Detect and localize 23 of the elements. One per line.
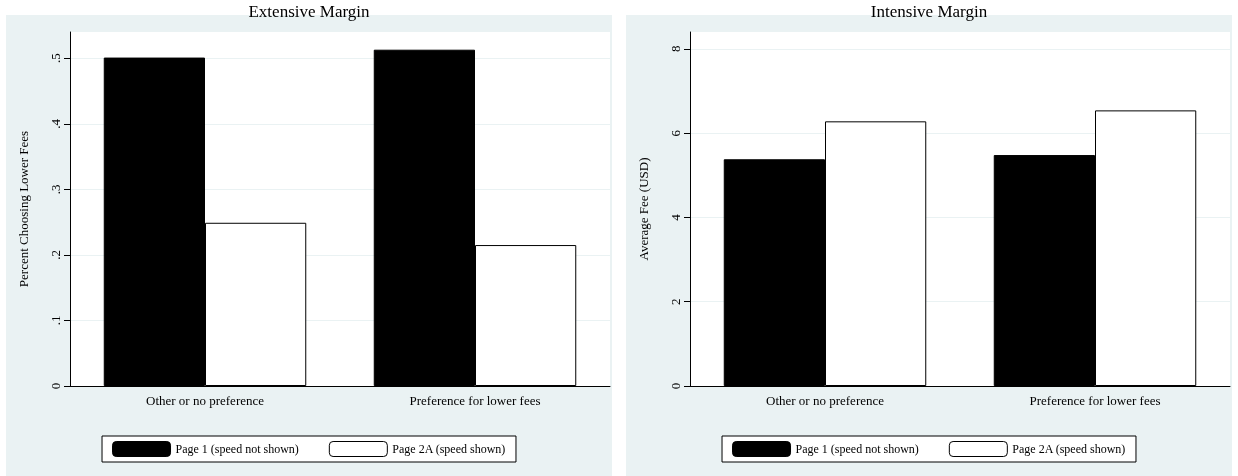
y-tick-label: 6 xyxy=(668,129,683,137)
x-tick-label: Other or no preference xyxy=(145,393,265,408)
y-tick-label: .1 xyxy=(48,315,63,326)
chart-title: Intensive Margin xyxy=(870,2,988,21)
legend-label: Page 1 (speed not shown) xyxy=(795,442,919,456)
y-tick-label: .4 xyxy=(48,118,63,129)
legend-label: Page 2A (speed shown) xyxy=(392,442,506,456)
y-tick-label: 0 xyxy=(668,382,683,390)
y-tick-label: .5 xyxy=(48,53,63,64)
y-tick-label: 2 xyxy=(668,298,683,305)
y-tick-label: .2 xyxy=(48,250,63,260)
x-tick-label: Other or no preference xyxy=(765,393,885,408)
y-tick-label: .3 xyxy=(48,184,63,195)
y-axis-title: Percent Choosing Lower Fees xyxy=(16,130,31,288)
y-tick-label: 4 xyxy=(668,213,683,221)
y-axis-title: Average Fee (USD) xyxy=(636,157,651,261)
x-tick-label: Preference for lower fees xyxy=(1029,393,1161,408)
x-tick-label: Preference for lower fees xyxy=(409,393,541,408)
y-tick-label: 0 xyxy=(48,382,63,390)
chart-title: Extensive Margin xyxy=(248,2,371,21)
legend-label: Page 1 (speed not shown) xyxy=(175,442,299,456)
legend-label: Page 2A (speed shown) xyxy=(1012,442,1126,456)
y-tick-label: 8 xyxy=(668,45,683,53)
